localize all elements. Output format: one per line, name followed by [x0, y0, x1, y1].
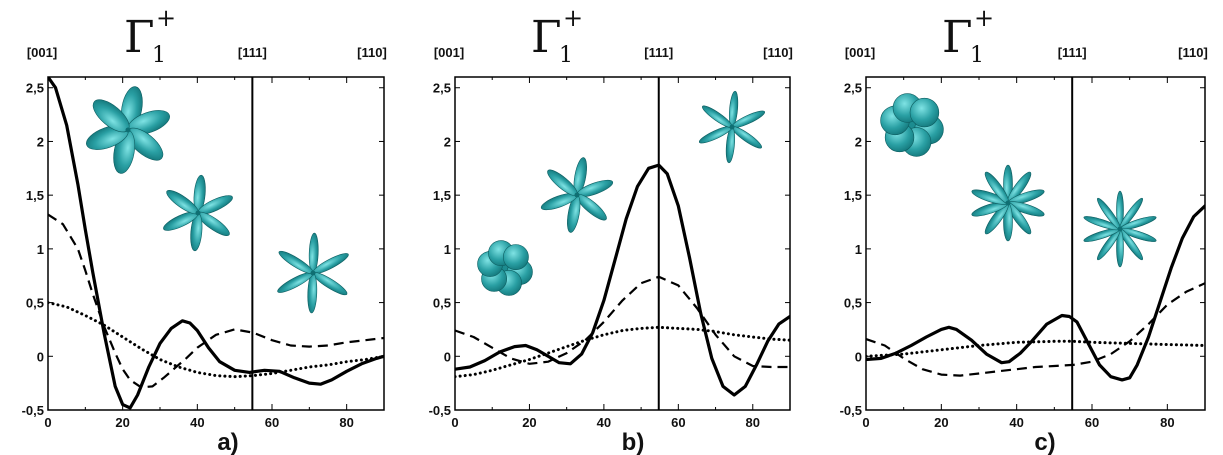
orbital-center — [125, 127, 131, 133]
chart-panel-2: -0,500,511,522,50 20 40 60 80[001] [111] [110]… — [429, 4, 793, 455]
panel-title: Γ1 + — [124, 4, 176, 68]
title-subscript: 1 — [152, 43, 166, 68]
y-tick-label: 1 — [37, 242, 44, 257]
direction-label: [110] — [357, 45, 387, 60]
y-tick-label: 1,5 — [26, 188, 44, 203]
y-tick-label: 2 — [37, 134, 44, 149]
x-tick-label: 0 — [44, 415, 51, 430]
series-dashed-line — [866, 282, 1205, 377]
direction-label: [111] — [1058, 45, 1087, 60]
x-tick-label: 0 — [451, 415, 458, 430]
title-superscript: + — [974, 4, 994, 32]
title-symbol: Γ — [124, 12, 155, 63]
x-tick-label: 20 — [522, 415, 536, 430]
direction-label: [110] — [763, 45, 793, 60]
x-tick-label: 60 — [1085, 415, 1099, 430]
y-tick-label: 2 — [444, 134, 451, 149]
y-tick-label: 2,5 — [26, 81, 44, 96]
title-symbol: Γ — [531, 12, 562, 63]
orbital-center — [1117, 226, 1123, 232]
orbital-inset-1 — [880, 93, 944, 157]
chart-panel-1: -0,500,511,522,50 20 40 60 80[001] [111] [110]… — [22, 4, 387, 455]
y-tick-label: -0,5 — [429, 403, 451, 418]
orbital-center — [1005, 200, 1011, 206]
y-tick-label: 2 — [855, 134, 862, 149]
series-solid-line — [48, 77, 384, 410]
y-tick-label: -0,5 — [22, 403, 44, 418]
direction-label: [111] — [238, 45, 267, 60]
panel-label: b) — [622, 429, 645, 455]
x-tick-label: 60 — [265, 415, 279, 430]
orbital-inset-2 — [163, 174, 233, 252]
x-tick-label: 40 — [597, 415, 611, 430]
plot-frame — [865, 76, 1206, 411]
series-dashed-line — [48, 213, 384, 389]
y-tick-label: 1,5 — [433, 188, 451, 203]
series-dotted-line — [48, 301, 384, 379]
series-dotted-line — [455, 325, 790, 379]
x-tick-label: 0 — [862, 415, 869, 430]
orbital-center — [574, 192, 580, 198]
orbital-inset-3 — [1083, 190, 1157, 268]
plot-frame — [454, 76, 791, 411]
orbital-lobe — [909, 97, 940, 128]
orbital-inset-3 — [277, 232, 349, 314]
series-solid-line — [866, 204, 1205, 382]
x-tick-label: 20 — [934, 415, 948, 430]
y-tick-label: -0,5 — [840, 403, 862, 418]
title-superscript: + — [156, 4, 176, 32]
y-tick-label: 0 — [37, 349, 44, 364]
direction-label: [001] — [27, 45, 57, 60]
x-tick-label: 20 — [115, 415, 129, 430]
y-tick-label: 1 — [855, 242, 862, 257]
y-tick-label: 0 — [855, 349, 862, 364]
x-tick-label: 80 — [1160, 415, 1174, 430]
panel-label: a) — [217, 429, 238, 455]
y-tick-label: 2,5 — [433, 81, 451, 96]
orbital-inset-3 — [698, 90, 766, 164]
plot-frame — [47, 76, 385, 411]
y-tick-label: 1,5 — [844, 188, 862, 203]
series-dotted-line — [866, 339, 1205, 358]
orbital-inset-2 — [540, 157, 614, 233]
orbital-center — [195, 210, 201, 216]
y-tick-label: 0,5 — [26, 296, 44, 311]
orbital-inset-2 — [971, 164, 1045, 242]
direction-label: [111] — [644, 45, 673, 60]
y-tick-label: 1 — [444, 242, 451, 257]
orbital-center — [310, 270, 316, 276]
y-tick-label: 0,5 — [433, 296, 451, 311]
panel-title: Γ1 + — [531, 4, 583, 68]
orbital-center — [729, 124, 735, 130]
orbital-lobe — [502, 244, 529, 271]
panel-label: c) — [1034, 429, 1055, 455]
orbital-inset-1 — [477, 240, 533, 296]
title-symbol: Γ — [942, 12, 973, 63]
direction-label: [110] — [1178, 45, 1208, 60]
title-subscript: 1 — [559, 43, 573, 68]
y-tick-label: 2,5 — [844, 81, 862, 96]
direction-label: [001] — [434, 45, 464, 60]
x-tick-label: 80 — [746, 415, 760, 430]
series-dashed-line — [455, 275, 790, 369]
orbital-inset-1 — [86, 86, 170, 174]
y-tick-label: 0 — [444, 349, 451, 364]
series-solid-line — [455, 163, 790, 397]
title-subscript: 1 — [970, 43, 984, 68]
y-tick-label: 0,5 — [844, 296, 862, 311]
chart-panel-3: -0,500,511,522,50 20 40 60 80[001] [111] [110]… — [840, 4, 1208, 455]
direction-label: [001] — [845, 45, 875, 60]
x-tick-label: 40 — [1009, 415, 1023, 430]
x-tick-label: 60 — [671, 415, 685, 430]
x-tick-label: 40 — [190, 415, 204, 430]
x-tick-label: 80 — [339, 415, 353, 430]
title-superscript: + — [563, 4, 583, 32]
panel-title: Γ1 + — [942, 4, 994, 68]
